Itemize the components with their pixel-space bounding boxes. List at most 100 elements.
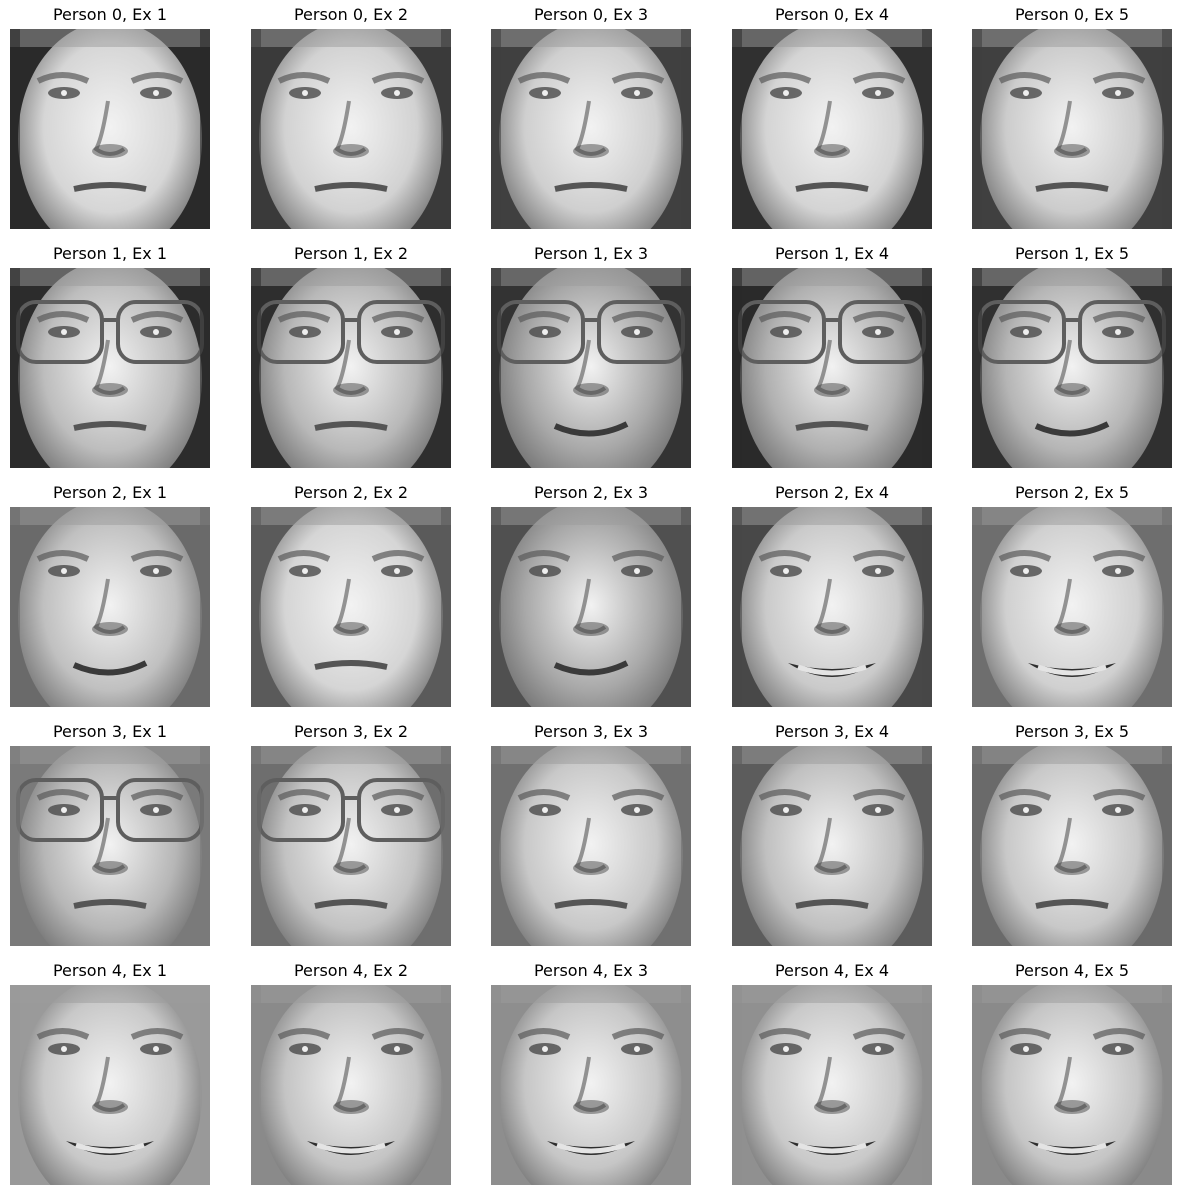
- grayscale-face-photo: [10, 268, 210, 468]
- grayscale-face-photo: [972, 29, 1172, 229]
- panel-title: Person 4, Ex 1: [52, 961, 168, 980]
- panel-title: Person 4, Ex 5: [1014, 961, 1130, 980]
- face-image: [10, 29, 210, 229]
- face-image: [732, 268, 932, 468]
- panel-title: Person 1, Ex 1: [52, 244, 168, 263]
- grayscale-face-photo: [732, 507, 932, 707]
- grayscale-face-photo: [732, 985, 932, 1185]
- face-image: [972, 746, 1172, 946]
- panel-title: Person 2, Ex 5: [1014, 483, 1130, 502]
- grayscale-face-photo: [732, 29, 932, 229]
- panel-title: Person 3, Ex 5: [1014, 722, 1130, 741]
- face-panel: Person 0, Ex 2: [251, 0, 451, 229]
- panel-title: Person 2, Ex 4: [774, 483, 890, 502]
- grayscale-face-photo: [10, 507, 210, 707]
- face-panel: Person 4, Ex 3: [491, 956, 691, 1185]
- face-panel: Person 4, Ex 5: [972, 956, 1172, 1185]
- grayscale-face-photo: [10, 29, 210, 229]
- panel-title: Person 3, Ex 1: [52, 722, 168, 741]
- face-panel: Person 2, Ex 5: [972, 478, 1172, 707]
- face-panel: Person 4, Ex 2: [251, 956, 451, 1185]
- face-panel: Person 4, Ex 4: [732, 956, 932, 1185]
- grayscale-face-photo: [10, 746, 210, 946]
- face-image: [251, 268, 451, 468]
- panel-title: Person 3, Ex 3: [533, 722, 649, 741]
- face-image: [10, 507, 210, 707]
- panel-title: Person 3, Ex 4: [774, 722, 890, 741]
- grayscale-face-photo: [251, 29, 451, 229]
- face-image: [10, 985, 210, 1185]
- grayscale-face-photo: [972, 507, 1172, 707]
- panel-title: Person 2, Ex 3: [533, 483, 649, 502]
- grayscale-face-photo: [491, 268, 691, 468]
- panel-title: Person 0, Ex 5: [1014, 5, 1130, 24]
- panel-title: Person 1, Ex 5: [1014, 244, 1130, 263]
- grayscale-face-photo: [732, 746, 932, 946]
- face-image: [251, 29, 451, 229]
- face-image: [972, 29, 1172, 229]
- grayscale-face-photo: [491, 985, 691, 1185]
- face-panel: Person 2, Ex 1: [10, 478, 210, 707]
- grayscale-face-photo: [251, 268, 451, 468]
- face-image: [732, 746, 932, 946]
- panel-title: Person 2, Ex 1: [52, 483, 168, 502]
- grayscale-face-photo: [251, 985, 451, 1185]
- face-panel: Person 3, Ex 5: [972, 717, 1172, 946]
- face-panel: Person 2, Ex 2: [251, 478, 451, 707]
- face-panel: Person 1, Ex 4: [732, 239, 932, 468]
- grayscale-face-photo: [491, 29, 691, 229]
- face-image: [972, 985, 1172, 1185]
- panel-title: Person 1, Ex 3: [533, 244, 649, 263]
- panel-title: Person 4, Ex 3: [533, 961, 649, 980]
- face-image: [732, 29, 932, 229]
- face-image: [491, 507, 691, 707]
- panel-title: Person 2, Ex 2: [293, 483, 409, 502]
- face-panel: Person 0, Ex 3: [491, 0, 691, 229]
- face-panel: Person 0, Ex 5: [972, 0, 1172, 229]
- grayscale-face-photo: [972, 985, 1172, 1185]
- face-panel: Person 1, Ex 5: [972, 239, 1172, 468]
- face-image: [491, 985, 691, 1185]
- face-panel: Person 0, Ex 1: [10, 0, 210, 229]
- face-image: [972, 268, 1172, 468]
- face-image: [491, 746, 691, 946]
- grayscale-face-photo: [251, 507, 451, 707]
- face-image: [732, 985, 932, 1185]
- face-panel: Person 3, Ex 1: [10, 717, 210, 946]
- grayscale-face-photo: [972, 746, 1172, 946]
- face-panel: Person 4, Ex 1: [10, 956, 210, 1185]
- face-panel: Person 1, Ex 2: [251, 239, 451, 468]
- face-image: [10, 268, 210, 468]
- panel-title: Person 3, Ex 2: [293, 722, 409, 741]
- face-image: [972, 507, 1172, 707]
- face-image: [732, 507, 932, 707]
- panel-title: Person 0, Ex 3: [533, 5, 649, 24]
- face-panel: Person 2, Ex 3: [491, 478, 691, 707]
- face-panel: Person 0, Ex 4: [732, 0, 932, 229]
- face-panel: Person 1, Ex 3: [491, 239, 691, 468]
- face-image: [251, 985, 451, 1185]
- grayscale-face-photo: [732, 268, 932, 468]
- grayscale-face-photo: [251, 746, 451, 946]
- face-panel: Person 3, Ex 3: [491, 717, 691, 946]
- face-image: [491, 29, 691, 229]
- panel-title: Person 1, Ex 2: [293, 244, 409, 263]
- face-image: [10, 746, 210, 946]
- grayscale-face-photo: [491, 507, 691, 707]
- face-image: [251, 746, 451, 946]
- face-panel: Person 2, Ex 4: [732, 478, 932, 707]
- grayscale-face-photo: [972, 268, 1172, 468]
- panel-title: Person 4, Ex 4: [774, 961, 890, 980]
- face-image: [251, 507, 451, 707]
- grayscale-face-photo: [10, 985, 210, 1185]
- grayscale-face-photo: [491, 746, 691, 946]
- panel-title: Person 1, Ex 4: [774, 244, 890, 263]
- face-panel: Person 1, Ex 1: [10, 239, 210, 468]
- face-image: [491, 268, 691, 468]
- panel-title: Person 0, Ex 4: [774, 5, 890, 24]
- face-panel: Person 3, Ex 2: [251, 717, 451, 946]
- panel-title: Person 4, Ex 2: [293, 961, 409, 980]
- panel-title: Person 0, Ex 1: [52, 5, 168, 24]
- face-panel: Person 3, Ex 4: [732, 717, 932, 946]
